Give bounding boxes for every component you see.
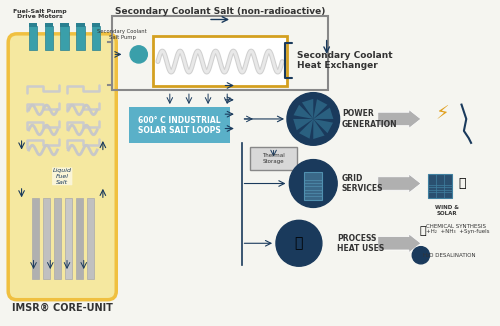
Polygon shape <box>302 99 314 119</box>
Text: 🏭: 🏭 <box>294 236 303 250</box>
Bar <box>60 23 69 27</box>
FancyArrow shape <box>378 174 421 193</box>
FancyBboxPatch shape <box>250 147 298 170</box>
Text: GRID
SERVICES: GRID SERVICES <box>342 174 384 193</box>
Bar <box>76 23 84 27</box>
Polygon shape <box>314 119 333 133</box>
Text: Secondary Coolant Salt (non-radioactive): Secondary Coolant Salt (non-radioactive) <box>115 7 325 16</box>
Bar <box>60 26 69 50</box>
Bar <box>304 171 322 200</box>
Bar <box>76 26 84 50</box>
Bar <box>92 23 100 27</box>
Polygon shape <box>314 108 334 119</box>
Circle shape <box>412 247 430 264</box>
Polygon shape <box>294 105 314 119</box>
Bar <box>44 23 53 27</box>
Text: 🧪: 🧪 <box>420 226 426 236</box>
Bar <box>65 198 72 279</box>
Circle shape <box>287 93 340 145</box>
FancyArrow shape <box>378 234 421 253</box>
Bar <box>76 198 83 279</box>
Bar <box>428 174 452 198</box>
Text: Thermal
Storage: Thermal Storage <box>262 153 285 164</box>
Text: WIND &
SOLAR: WIND & SOLAR <box>435 205 459 216</box>
Text: H₂O DESALINATION: H₂O DESALINATION <box>424 253 476 258</box>
Polygon shape <box>293 119 314 130</box>
Bar <box>87 198 94 279</box>
Polygon shape <box>314 119 324 139</box>
Circle shape <box>290 160 337 207</box>
Bar <box>43 198 50 279</box>
Text: Secondary Coolant
Salt Pump: Secondary Coolant Salt Pump <box>97 29 147 40</box>
Bar <box>44 26 53 50</box>
Bar <box>29 23 38 27</box>
Text: PROCESS
HEAT USES: PROCESS HEAT USES <box>337 234 384 253</box>
Text: Liquid
Fuel
Salt: Liquid Fuel Salt <box>52 168 72 185</box>
Bar <box>32 198 39 279</box>
Bar <box>29 26 38 50</box>
Text: ⚡: ⚡ <box>436 105 450 124</box>
Text: 🌿: 🌿 <box>458 177 466 190</box>
Text: IMSR® CORE-UNIT: IMSR® CORE-UNIT <box>12 303 112 313</box>
FancyArrow shape <box>378 110 421 128</box>
Circle shape <box>130 46 148 63</box>
Text: CHEMICAL SYNTHESIS
+H₂  +NH₃  +Syn-fuels: CHEMICAL SYNTHESIS +H₂ +NH₃ +Syn-fuels <box>426 224 489 234</box>
Text: POWER
GENERATION: POWER GENERATION <box>342 109 398 129</box>
Text: 600° C INDUSTRIAL
SOLAR SALT LOOPS: 600° C INDUSTRIAL SOLAR SALT LOOPS <box>138 116 221 135</box>
Polygon shape <box>299 119 314 139</box>
Circle shape <box>276 220 322 266</box>
Text: Fuel-Salt Pump
Drive Motors: Fuel-Salt Pump Drive Motors <box>13 9 66 20</box>
FancyBboxPatch shape <box>8 34 117 300</box>
Polygon shape <box>314 99 328 119</box>
Bar <box>54 198 61 279</box>
FancyBboxPatch shape <box>153 36 287 86</box>
FancyBboxPatch shape <box>129 107 230 143</box>
Text: Secondary Coolant
Heat Exchanger: Secondary Coolant Heat Exchanger <box>296 51 392 70</box>
Bar <box>92 26 100 50</box>
